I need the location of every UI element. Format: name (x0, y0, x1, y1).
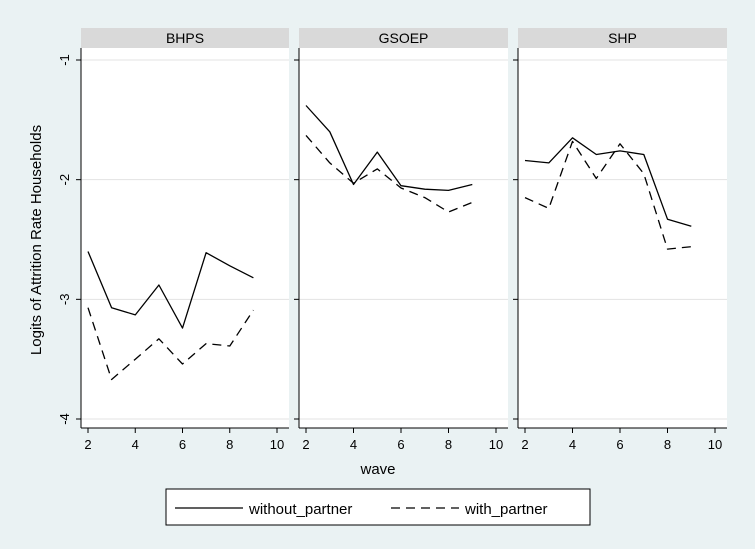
x-tick-label: 6 (397, 437, 404, 452)
x-axis-label: wave (359, 461, 395, 478)
plot-area (299, 48, 508, 428)
series-line-with-partner (524, 140, 692, 250)
x-tick-label: 8 (664, 437, 671, 452)
x-tick-label: 4 (350, 437, 357, 452)
x-tick-label: 10 (708, 437, 722, 452)
y-tick-label: -2 (57, 174, 72, 186)
x-tick-label: 8 (445, 437, 452, 452)
panel-strip (81, 28, 289, 48)
y-tick-label: -1 (57, 54, 72, 66)
series-line-without-partner (87, 251, 254, 329)
plot-area (518, 48, 727, 428)
x-tick-label: 2 (302, 437, 309, 452)
x-tick-label: 6 (616, 437, 623, 452)
panel-title: GSOEP (379, 30, 429, 46)
panel-strip (518, 28, 727, 48)
y-tick-label: -4 (57, 413, 72, 425)
legend-label: without_partner (248, 501, 352, 518)
plot-area (81, 48, 289, 428)
x-tick-label: 2 (84, 437, 91, 452)
series-line-with-partner (305, 134, 473, 213)
x-tick-label: 8 (226, 437, 233, 452)
panel-bhps: BHPS 2 4 6 8 10 -1 -2 -3 -4 (57, 28, 289, 452)
panel-title: SHP (608, 30, 637, 46)
x-tick-label: 4 (132, 437, 139, 452)
legend-box (165, 488, 591, 526)
x-tick-label: 10 (270, 437, 284, 452)
y-tick-label: -3 (57, 294, 72, 306)
series-line-without-partner (524, 137, 692, 227)
x-tick-label: 4 (569, 437, 576, 452)
legend-label: with_partner (464, 501, 548, 518)
panel-strip (299, 28, 508, 48)
series-line-with-partner (87, 307, 254, 381)
panels-layer: BHPS 2 4 6 8 10 -1 -2 -3 -4 GSOEP 2 4 6 8 10 SHP 2 4 6 8 10 (57, 28, 727, 452)
panel-shp: SHP 2 4 6 8 10 (513, 28, 727, 452)
series-line-without-partner (305, 105, 473, 192)
y-axis-label: Logits of Attrition Rate Households (28, 125, 45, 355)
x-tick-label: 10 (489, 437, 503, 452)
panel-gsoep: GSOEP 2 4 6 8 10 (294, 28, 508, 452)
x-tick-label: 2 (521, 437, 528, 452)
x-tick-label: 6 (179, 437, 186, 452)
panel-title: BHPS (166, 30, 204, 46)
legend: without_partner with_partner (165, 488, 591, 526)
